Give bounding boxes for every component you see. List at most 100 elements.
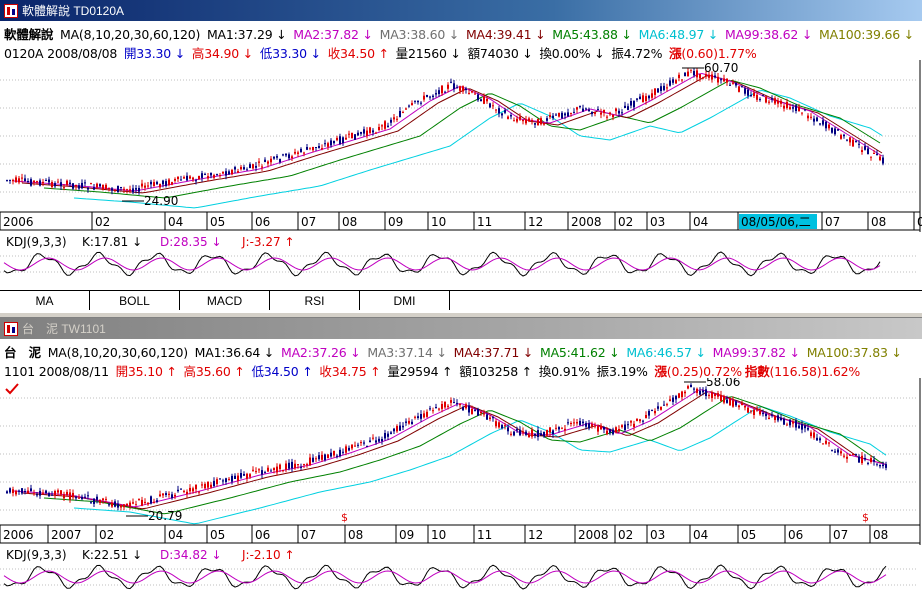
candle-body [828, 124, 830, 129]
candle-body [612, 429, 614, 435]
x-tick-label: 06 [788, 528, 803, 542]
candle-body [75, 184, 77, 187]
candle-body [696, 70, 698, 78]
candle-body [831, 450, 833, 452]
chart-window-2[interactable]: 台 泥 TW1101 台 泥 MA(8,10,20,30,60,120) MA1… [0, 318, 922, 605]
candle-body [339, 449, 341, 457]
candle-body [288, 154, 290, 159]
candle-body [183, 177, 185, 179]
candle-body [807, 115, 809, 119]
candle-body [6, 180, 8, 182]
candle-body [843, 134, 845, 137]
candle-body [348, 447, 350, 451]
candle-body [186, 175, 188, 181]
candle-body [63, 187, 65, 189]
x-tick-label: 04 [168, 215, 183, 229]
candle-body [462, 86, 464, 92]
candle-body [426, 95, 428, 97]
candle-body [345, 446, 347, 453]
window-titlebar-1[interactable]: 軟體解說 TD0120A [0, 0, 922, 21]
candle-body [204, 173, 206, 175]
candle-body [87, 495, 89, 497]
candle-body [498, 108, 500, 114]
candle-body [786, 101, 788, 109]
x-tick-label: 12 [528, 528, 543, 542]
candle-body [12, 179, 14, 182]
candle-body [126, 189, 128, 191]
app-icon [4, 3, 18, 18]
low-price-1: 低33.30 ↓ [259, 46, 321, 61]
candle-body [318, 455, 320, 460]
candle-body [684, 391, 686, 394]
candle-body [600, 112, 602, 115]
candle-body [75, 497, 77, 499]
price-chart-2[interactable]: 58.06 20.79 $ $2006 2007 02 04 05 06 07 08 09 10 11 12… [0, 378, 922, 605]
x-tick-label: 10 [431, 215, 446, 229]
candle-body [141, 499, 143, 506]
x-tick-label: 07 [825, 215, 840, 229]
candle-body [309, 457, 311, 466]
candle-body [750, 95, 752, 97]
candle-body [747, 407, 749, 413]
candle-body [96, 183, 98, 188]
price-chart-1[interactable]: 60.70 24.90 2006 02 04 05 06 07 08 09 10 11 12 2008 02… [0, 60, 922, 288]
x-tick-label: 07 [301, 215, 316, 229]
candle-body [648, 95, 650, 99]
candle-body [123, 188, 125, 190]
candle-body [603, 109, 605, 113]
candle-body [762, 95, 764, 97]
candle-body [30, 488, 32, 492]
candle-body [291, 156, 293, 158]
candle-body [306, 147, 308, 150]
tab-macd[interactable]: MACD [180, 291, 270, 310]
candle-body [816, 117, 818, 122]
candle-body [828, 442, 830, 444]
candle-body [33, 180, 35, 183]
ma-info-line-1: 軟體解說 MA(8,10,20,30,60,120) MA1:37.29 ↓ M… [4, 24, 917, 42]
kdj-d-line [3, 570, 887, 584]
x-tick-label: 0 [917, 215, 922, 229]
candle-body [336, 137, 338, 141]
candle-body [801, 424, 803, 430]
high-price-2: 高35.60 ↑ [183, 364, 245, 379]
candle-body [744, 406, 746, 408]
candle-body [666, 404, 668, 406]
ma5-value-1: MA5:43.88 ↓ [552, 27, 632, 42]
amount-1: 額74030 ↓ [467, 46, 533, 61]
candle-body [687, 386, 689, 389]
tab-rsi[interactable]: RSI [270, 291, 360, 310]
candle-body [585, 108, 587, 110]
candle-body [819, 123, 821, 125]
candle-body [408, 420, 410, 424]
candle-body [822, 120, 824, 125]
candle-body [261, 470, 263, 475]
candle-body [294, 151, 296, 154]
candle-body [9, 488, 11, 493]
tab-ma[interactable]: MA [0, 291, 90, 310]
candle-body [594, 425, 596, 427]
candle-body [567, 112, 569, 117]
x-tick-label: 05 [210, 528, 225, 542]
candle-body [624, 105, 626, 108]
candle-body [612, 114, 614, 118]
chart-window-1[interactable]: 軟體解說 TD0120A 軟體解說 MA(8,10,20,30,60,120) … [0, 0, 922, 312]
code-date-2: 1101 2008/08/11 [4, 364, 109, 379]
candle-body [381, 439, 383, 442]
window-splitter[interactable] [0, 312, 922, 318]
kdj-j-value: J:-3.27 ↑ [241, 235, 295, 249]
candle-body [753, 409, 755, 415]
tab-boll[interactable]: BOLL [90, 291, 180, 310]
candle-body [402, 112, 404, 114]
candle-body [360, 132, 362, 134]
candle-body [84, 496, 86, 498]
tab-dmi[interactable]: DMI [360, 291, 450, 310]
candle-body [321, 454, 323, 460]
candle-body [102, 498, 104, 501]
window-titlebar-2[interactable]: 台 泥 TW1101 [0, 318, 922, 339]
candle-body [45, 490, 47, 493]
candle-body [879, 156, 881, 161]
candle-body [633, 101, 635, 108]
amplitude-2: 振3.19% [596, 364, 648, 379]
candle-body [327, 143, 329, 147]
candle-body [165, 181, 167, 186]
